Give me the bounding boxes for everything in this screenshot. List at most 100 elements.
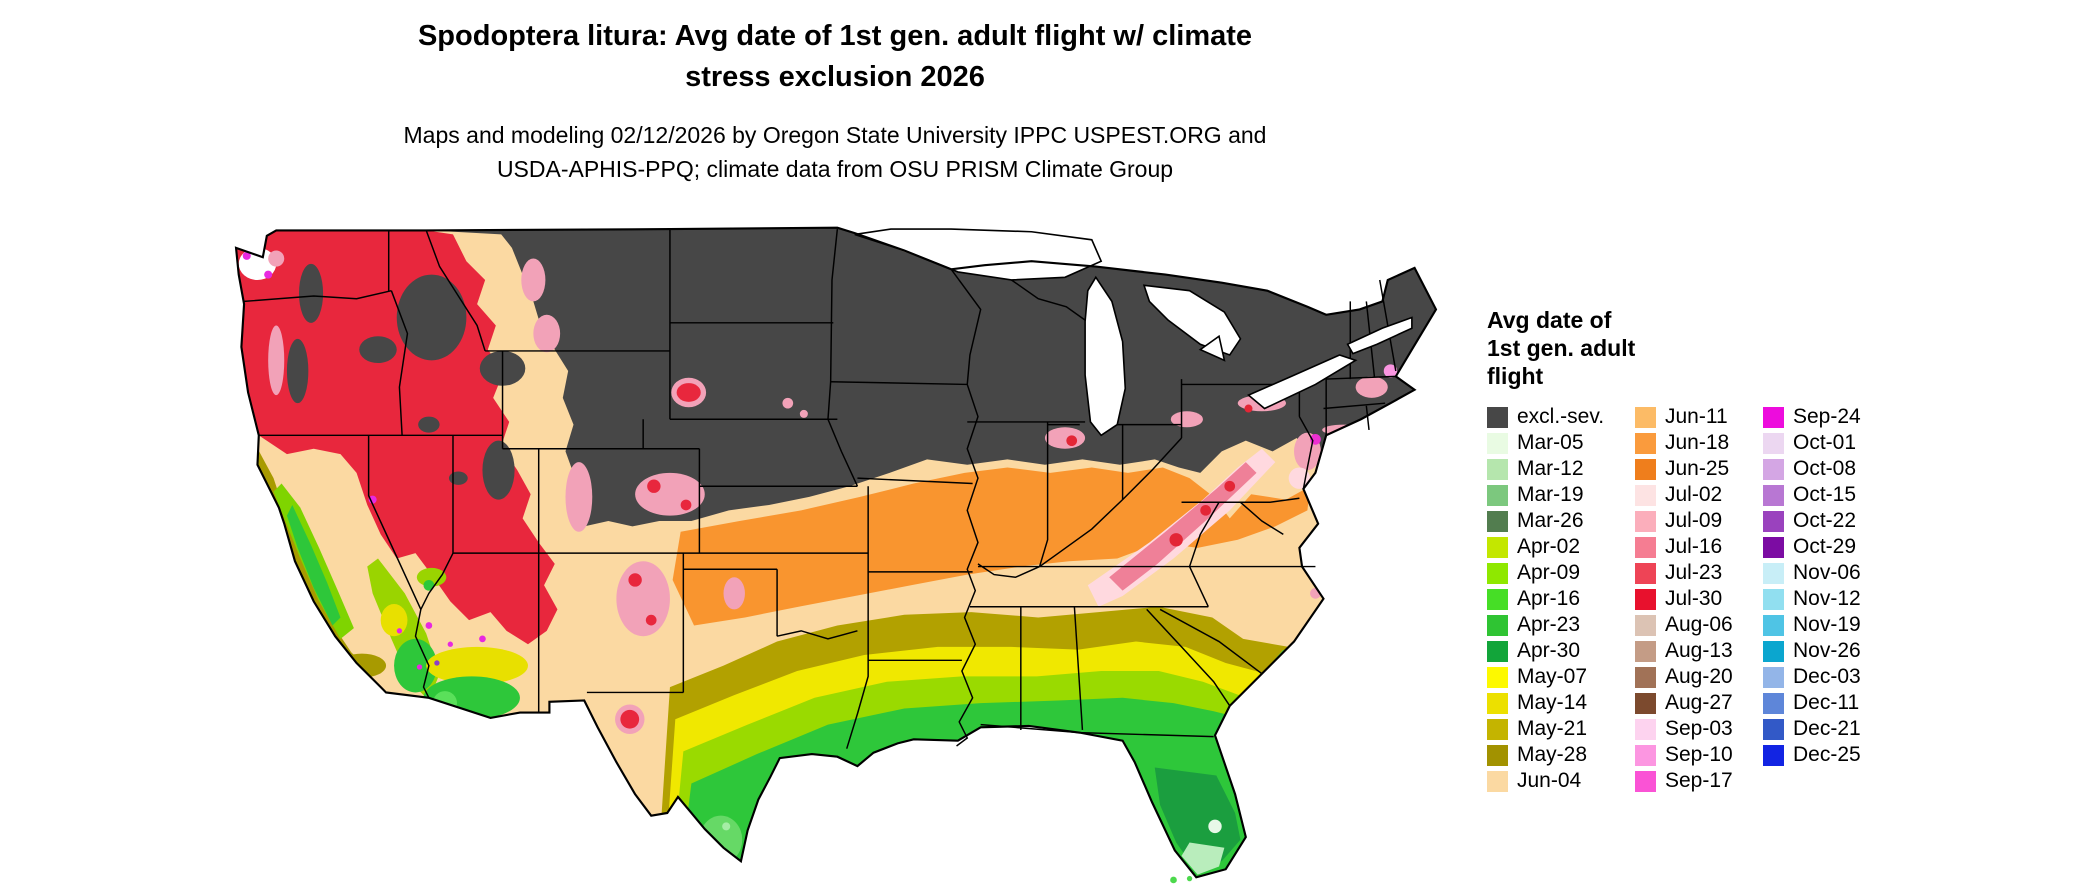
legend-entry-label: Dec-11	[1793, 691, 1860, 714]
legend-swatch	[1487, 666, 1508, 688]
map-subtitle-line2: USDA-APHIS-PPQ; climate data from OSU PR…	[496, 156, 1174, 182]
legend-entry-label: Apr-16	[1517, 587, 1581, 610]
legend-entry: Apr-23	[1487, 612, 1635, 638]
legend-entry: Oct-29	[1763, 534, 1861, 560]
legend-columns: excl.-sev. Mar-05 Mar-12 Mar-19 Mar-26 Apr-02…	[1487, 404, 1861, 794]
legend-entry-label: Oct-01	[1793, 431, 1857, 454]
legend-entry: May-07	[1487, 664, 1635, 690]
legend-entry: Apr-02	[1487, 534, 1635, 560]
legend-column-3: Sep-24 Oct-01 Oct-08 Oct-15 Oct-22 Oct-29 Nov-…	[1763, 404, 1861, 794]
great-lakes	[854, 228, 1413, 437]
legend-entry: Apr-16	[1487, 586, 1635, 612]
legend-swatch	[1635, 562, 1656, 584]
legend-entry: Jun-25	[1635, 456, 1763, 482]
legend-entry-label: Nov-12	[1793, 587, 1861, 610]
legend-swatch	[1487, 432, 1508, 454]
florida-keys-speck	[1186, 875, 1193, 882]
legend-entry-label: Oct-08	[1793, 457, 1857, 480]
legend-entry-label: Nov-06	[1793, 561, 1861, 584]
legend-swatch	[1763, 406, 1784, 428]
legend-title-line2: 1st gen. adult	[1487, 335, 1636, 361]
legend-swatch	[1487, 770, 1508, 792]
legend-title-line1: Avg date of	[1487, 307, 1612, 333]
legend-entry-label: Apr-23	[1517, 613, 1581, 636]
legend-entry-label: Sep-24	[1793, 405, 1861, 428]
legend-entry-label: Aug-13	[1665, 639, 1733, 662]
legend-swatch	[1763, 536, 1784, 558]
legend-entry-label: Oct-15	[1793, 483, 1857, 506]
legend-entry-label: Dec-25	[1793, 743, 1861, 766]
legend-entry-label: Oct-22	[1793, 509, 1857, 532]
legend-entry-label: May-14	[1517, 691, 1588, 714]
state-borders	[244, 228, 1397, 749]
map-title: Spodoptera litura: Avg date of 1st gen. …	[0, 16, 1670, 98]
legend-entry: Jul-30	[1635, 586, 1763, 612]
legend-entry: Mar-05	[1487, 430, 1635, 456]
legend-swatch	[1635, 770, 1656, 792]
legend-entry: Nov-06	[1763, 560, 1861, 586]
legend-entry-label: Sep-10	[1665, 743, 1733, 766]
legend-entry-label: Jul-16	[1665, 535, 1723, 558]
legend-swatch	[1487, 458, 1508, 480]
legend-entry-label: Dec-21	[1793, 717, 1861, 740]
legend-entry: Sep-10	[1635, 742, 1763, 768]
legend-swatch	[1763, 640, 1784, 662]
legend-entry: Oct-01	[1763, 430, 1861, 456]
legend-swatch	[1635, 744, 1656, 766]
legend-swatch	[1487, 744, 1508, 766]
legend-swatch	[1635, 536, 1656, 558]
legend-entry: Apr-09	[1487, 560, 1635, 586]
legend-entry: Nov-12	[1763, 586, 1861, 612]
legend-swatch	[1763, 458, 1784, 480]
legend-swatch	[1635, 692, 1656, 714]
legend-entry-label: Jul-09	[1665, 509, 1723, 532]
legend-column-1: excl.-sev. Mar-05 Mar-12 Mar-19 Mar-26 Apr-02…	[1487, 404, 1635, 794]
legend-entry: Sep-24	[1763, 404, 1861, 430]
legend-entry: Oct-15	[1763, 482, 1861, 508]
legend-swatch	[1763, 692, 1784, 714]
legend-entry: Dec-03	[1763, 664, 1861, 690]
legend-entry-label: Jun-04	[1517, 769, 1582, 792]
legend-entry-label: Mar-12	[1517, 457, 1584, 480]
legend-entry: Jul-16	[1635, 534, 1763, 560]
legend-entry: Aug-27	[1635, 690, 1763, 716]
legend-entry: Mar-12	[1487, 456, 1635, 482]
legend-swatch	[1487, 692, 1508, 714]
legend-entry-label: Aug-27	[1665, 691, 1733, 714]
legend-swatch	[1763, 432, 1784, 454]
legend-swatch	[1635, 432, 1656, 454]
legend-swatch	[1487, 588, 1508, 610]
legend-swatch	[1635, 406, 1656, 428]
legend-entry-label: Mar-05	[1517, 431, 1584, 454]
legend-entry-label: Apr-02	[1517, 535, 1581, 558]
legend-swatch	[1763, 666, 1784, 688]
map-legend: Avg date of 1st gen. adult flight excl.-…	[1487, 306, 1861, 794]
legend-entry: Jun-18	[1635, 430, 1763, 456]
legend-entry-label: Apr-09	[1517, 561, 1581, 584]
legend-entry: excl.-sev.	[1487, 404, 1635, 430]
legend-entry: May-21	[1487, 716, 1635, 742]
legend-entry-label: May-21	[1517, 717, 1588, 740]
map-subtitle-line1: Maps and modeling 02/12/2026 by Oregon S…	[403, 122, 1267, 148]
map-subtitle: Maps and modeling 02/12/2026 by Oregon S…	[0, 118, 1670, 186]
legend-entry-label: May-07	[1517, 665, 1588, 688]
legend-swatch	[1635, 588, 1656, 610]
legend-swatch	[1487, 484, 1508, 506]
legend-swatch	[1487, 718, 1508, 740]
map-title-line1: Spodoptera litura: Avg date of 1st gen. …	[417, 20, 1253, 52]
legend-swatch	[1635, 666, 1656, 688]
legend-entry: Dec-25	[1763, 742, 1861, 768]
legend-swatch	[1635, 614, 1656, 636]
legend-entry: May-14	[1487, 690, 1635, 716]
legend-entry: Jul-02	[1635, 482, 1763, 508]
legend-entry: Dec-11	[1763, 690, 1861, 716]
legend-entry: Jun-04	[1487, 768, 1635, 794]
us-map	[234, 226, 1438, 884]
legend-entry: May-28	[1487, 742, 1635, 768]
legend-swatch	[1487, 536, 1508, 558]
legend-entry-label: Jun-18	[1665, 431, 1730, 454]
legend-title-line3: flight	[1487, 363, 1544, 389]
legend-swatch	[1635, 510, 1656, 532]
legend-entry: Oct-22	[1763, 508, 1861, 534]
legend-entry: Sep-03	[1635, 716, 1763, 742]
